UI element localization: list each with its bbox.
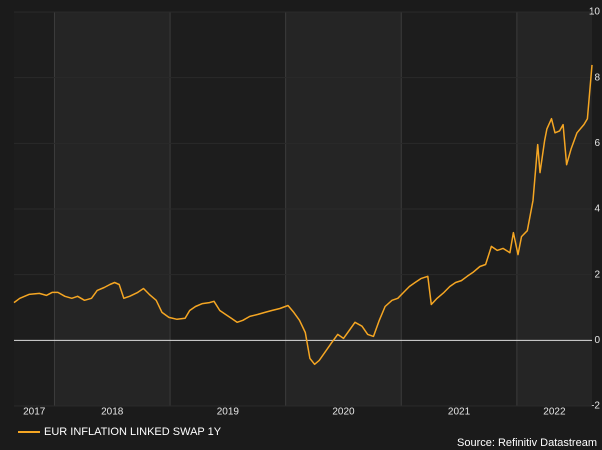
x-tick-label: 2017 — [23, 407, 46, 418]
source-note: Source: Refinitiv Datastream — [457, 437, 597, 449]
y-tick-label: 6 — [594, 138, 600, 149]
y-tick-label: 8 — [594, 72, 600, 83]
x-tick-label: 2021 — [448, 407, 471, 418]
x-tick-label: 2020 — [332, 407, 355, 418]
y-tick-label: 4 — [594, 204, 600, 215]
x-tick-label: 2022 — [543, 407, 566, 418]
y-tick-label: 2 — [594, 269, 600, 280]
y-tick-label: -2 — [591, 401, 600, 412]
y-tick-label: 10 — [589, 7, 601, 18]
y-tick-label: 0 — [594, 335, 600, 346]
series-line — [13, 64, 593, 366]
x-tick-label: 2019 — [217, 407, 240, 418]
x-tick-label: 2018 — [101, 407, 124, 418]
legend-label: EUR INFLATION LINKED SWAP 1Y — [44, 426, 222, 438]
